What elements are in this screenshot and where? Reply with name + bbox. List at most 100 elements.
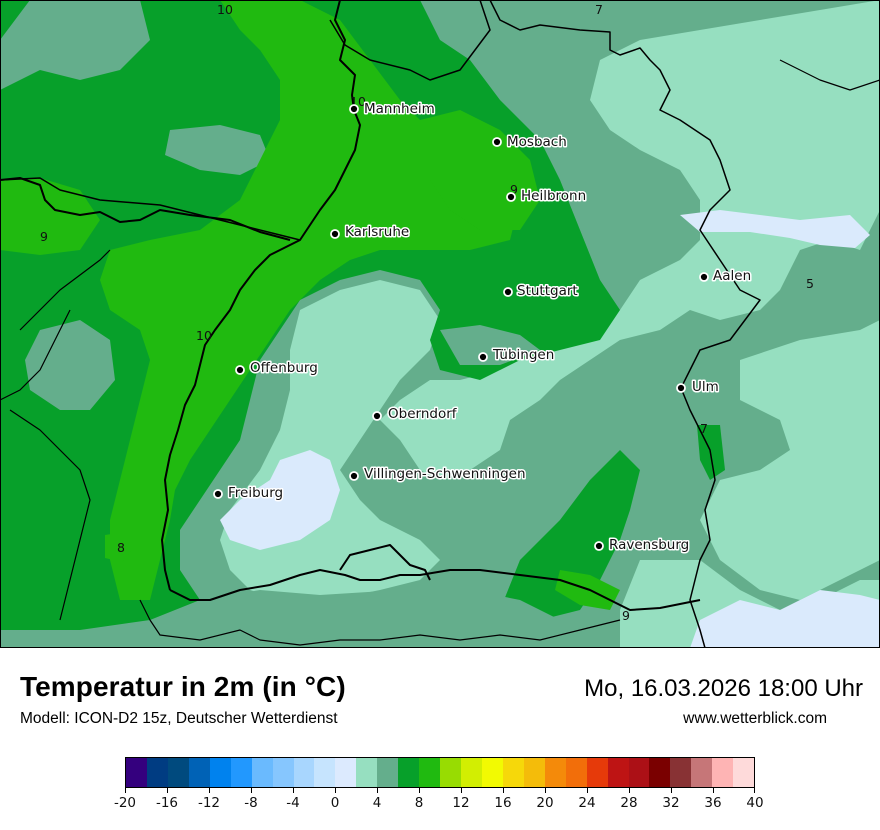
model-info: Modell: ICON-D2 15z, Deutscher Wetterdie… <box>20 710 338 727</box>
border-west-saar <box>0 177 301 241</box>
area-2-4-east <box>380 0 880 480</box>
map-title: Temperatur in 2m (in °C) <box>20 671 346 702</box>
contour-label: 9 <box>510 182 518 197</box>
colorbar-tick-label: -8 <box>244 795 258 811</box>
city-label: Ravensburg <box>609 537 689 553</box>
colorbar-segment <box>733 758 755 787</box>
colorbar-segment <box>691 758 713 787</box>
colorbar-tick-label: -4 <box>286 795 300 811</box>
colorbar-segment <box>712 758 734 787</box>
colorbar-segment <box>335 758 357 787</box>
colorbar-segment <box>419 758 441 787</box>
city-ulm[interactable]: Ulm <box>676 378 720 397</box>
colorbar-tick <box>377 788 378 793</box>
area-4-6-patch-pfalz <box>25 320 115 410</box>
forecast-datetime: Mo, 16.03.2026 18:00 Uhr <box>584 675 863 702</box>
city-offenburg[interactable]: Offenburg <box>235 359 319 378</box>
city-marker-icon <box>594 541 604 551</box>
colorbar-segment <box>377 758 399 787</box>
contour-label: 8 <box>117 540 125 555</box>
border-constance <box>339 544 431 581</box>
city-marker-icon <box>213 489 223 499</box>
website-link[interactable]: www.wetterblick.com <box>683 710 827 727</box>
city-freiburg[interactable]: Freiburg <box>213 484 285 503</box>
colorbar-segment <box>167 758 189 787</box>
border-hesse <box>489 0 761 389</box>
colorbar-segment <box>188 758 210 787</box>
colorbar-segment <box>230 758 252 787</box>
temperature-map[interactable]: 10 7 10 9 9 5 10 7 8 9 Mannheim Mosbach … <box>0 0 880 648</box>
area-2-4-east-lower <box>700 320 880 600</box>
city-mannheim[interactable]: Mannheim <box>349 100 436 119</box>
colorbar-segment <box>356 758 378 787</box>
colorbar-tick-label: -16 <box>155 795 179 811</box>
colorbar-tick-label: 28 <box>620 795 638 811</box>
city-marker-icon <box>235 365 245 375</box>
city-marker-icon <box>676 383 686 393</box>
contour-label: 10 <box>196 328 212 343</box>
colorbar-tick <box>293 788 294 793</box>
contour-label: 7 <box>595 2 603 17</box>
colorbar-segment <box>502 758 524 787</box>
city-label: Tübingen <box>492 347 554 363</box>
city-label: Villingen-Schwenningen <box>364 466 526 482</box>
city-label: Karlsruhe <box>345 224 409 240</box>
colorbar-tick-label: 40 <box>746 795 764 811</box>
colorbar-tick <box>419 788 420 793</box>
contour-labels: 10 7 10 9 9 5 10 7 8 9 <box>40 2 814 623</box>
city-oberndorf[interactable]: Oberndorf <box>372 405 459 424</box>
map-canvas: 10 7 10 9 9 5 10 7 8 9 Mannheim Mosbach … <box>0 0 880 648</box>
border-east-north <box>779 59 880 91</box>
border-switzerland <box>139 599 621 646</box>
border-north <box>329 0 491 81</box>
city-label: Freiburg <box>228 485 283 501</box>
colorbar-segment <box>146 758 168 787</box>
colorbar-segment <box>481 758 503 787</box>
colorbar-segment <box>126 758 147 787</box>
colorbar-segment <box>628 758 650 787</box>
colorbar-tick-label: 16 <box>494 795 512 811</box>
city-karlsruhe[interactable]: Karlsruhe <box>330 223 411 242</box>
city-ravensburg[interactable]: Ravensburg <box>594 536 691 555</box>
contour-label: 7 <box>700 421 708 436</box>
area-0-2-feldberg <box>220 450 340 550</box>
colorbar-tick <box>713 788 714 793</box>
colorbar-segment <box>272 758 294 787</box>
city-marker-icon <box>699 272 709 282</box>
city-marker-icon <box>478 352 488 362</box>
city-marker-icon <box>492 137 502 147</box>
contour-label: 5 <box>806 276 814 291</box>
colorbar-tick-label: 0 <box>330 795 340 811</box>
city-label: Mannheim <box>364 101 435 117</box>
colorbar-segment <box>670 758 692 787</box>
city-label: Stuttgart <box>517 283 578 299</box>
contour-label: 9 <box>622 608 630 623</box>
city-stuttgart[interactable]: Stuttgart <box>503 282 579 301</box>
colorbar-segment <box>523 758 545 787</box>
colorbar-segment <box>586 758 608 787</box>
city-heilbronn[interactable]: Heilbronn <box>506 187 588 206</box>
colorbar-ticks: -20 -16 -12 -8 -4 0 4 8 12 16 20 24 28 32 36 40 <box>114 788 764 818</box>
colorbar-segment <box>565 758 587 787</box>
city-aalen[interactable]: Aalen <box>699 267 753 286</box>
city-label: Mosbach <box>507 134 567 150</box>
colorbar-segment <box>544 758 566 787</box>
colorbar-segment <box>314 758 336 787</box>
area-4-6-patch-odenwald <box>165 125 270 175</box>
colorbar-tick-label: 20 <box>536 795 554 811</box>
city-marker-icon <box>349 104 359 114</box>
colorbar-segment <box>649 758 671 787</box>
city-villingen-schwenningen[interactable]: Villingen-Schwenningen <box>349 465 527 484</box>
colorbar-tick-label: 32 <box>662 795 680 811</box>
city-marker-icon <box>506 192 516 202</box>
city-tuebingen[interactable]: Tübingen <box>478 346 556 365</box>
colorbar-tick-label: 36 <box>704 795 722 811</box>
city-label: Aalen <box>713 268 751 284</box>
area-0-2-allgaeu <box>690 590 880 648</box>
colorbar-segment <box>440 758 461 787</box>
city-mosbach[interactable]: Mosbach <box>492 133 568 152</box>
colorbar-tick-label: 4 <box>372 795 382 811</box>
colorbar-tick <box>503 788 504 793</box>
colorbar-tick-label: 8 <box>414 795 424 811</box>
colorbar-tick-label: -20 <box>113 795 137 811</box>
